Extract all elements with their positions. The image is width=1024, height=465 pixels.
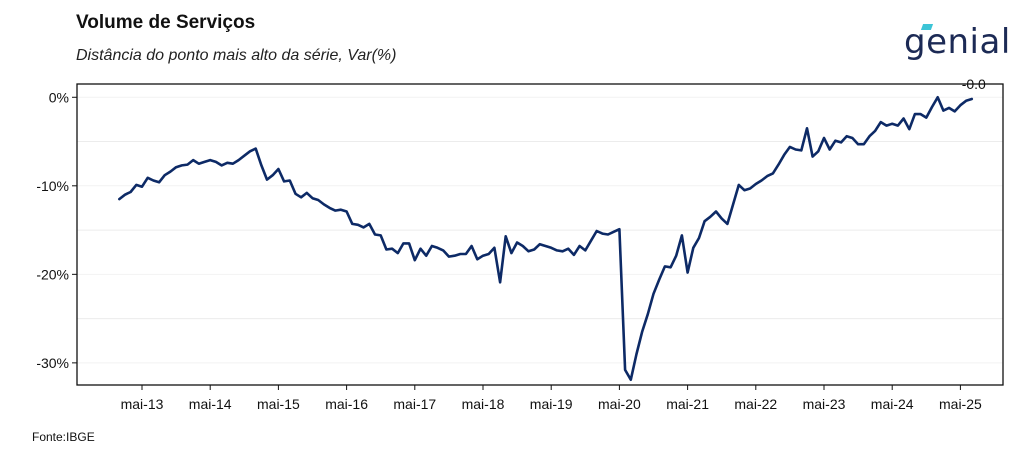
x-tick-label: mai-13 bbox=[121, 396, 164, 412]
chart-subtitle: Distância do ponto mais alto da série, V… bbox=[76, 47, 397, 64]
x-tick-label: mai-25 bbox=[939, 396, 982, 412]
x-tick-label: mai-24 bbox=[871, 396, 914, 412]
y-tick-label: -10% bbox=[36, 178, 69, 194]
x-tick-label: mai-18 bbox=[462, 396, 505, 412]
x-tick-label: mai-22 bbox=[734, 396, 777, 412]
x-tick-label: mai-20 bbox=[598, 396, 641, 412]
plot-frame bbox=[76, 83, 1004, 386]
end-value-label: -0.0 bbox=[962, 76, 986, 92]
x-tick-label: mai-16 bbox=[325, 396, 368, 412]
y-tick-label: -20% bbox=[36, 266, 69, 282]
y-tick-label: 0% bbox=[49, 89, 69, 105]
x-tick-label: mai-15 bbox=[257, 396, 300, 412]
x-tick-label: mai-14 bbox=[189, 396, 232, 412]
x-tick-label: mai-23 bbox=[803, 396, 846, 412]
source-note: Fonte:IBGE bbox=[32, 430, 95, 444]
y-tick-label: -30% bbox=[36, 355, 69, 371]
chart-title: Volume de Serviços bbox=[76, 12, 256, 33]
series-line bbox=[118, 96, 974, 382]
x-tick-label: mai-17 bbox=[393, 396, 436, 412]
x-tick-label: mai-21 bbox=[666, 396, 709, 412]
brand-logo: genial bbox=[904, 22, 1012, 62]
x-tick-label: mai-19 bbox=[530, 396, 573, 412]
